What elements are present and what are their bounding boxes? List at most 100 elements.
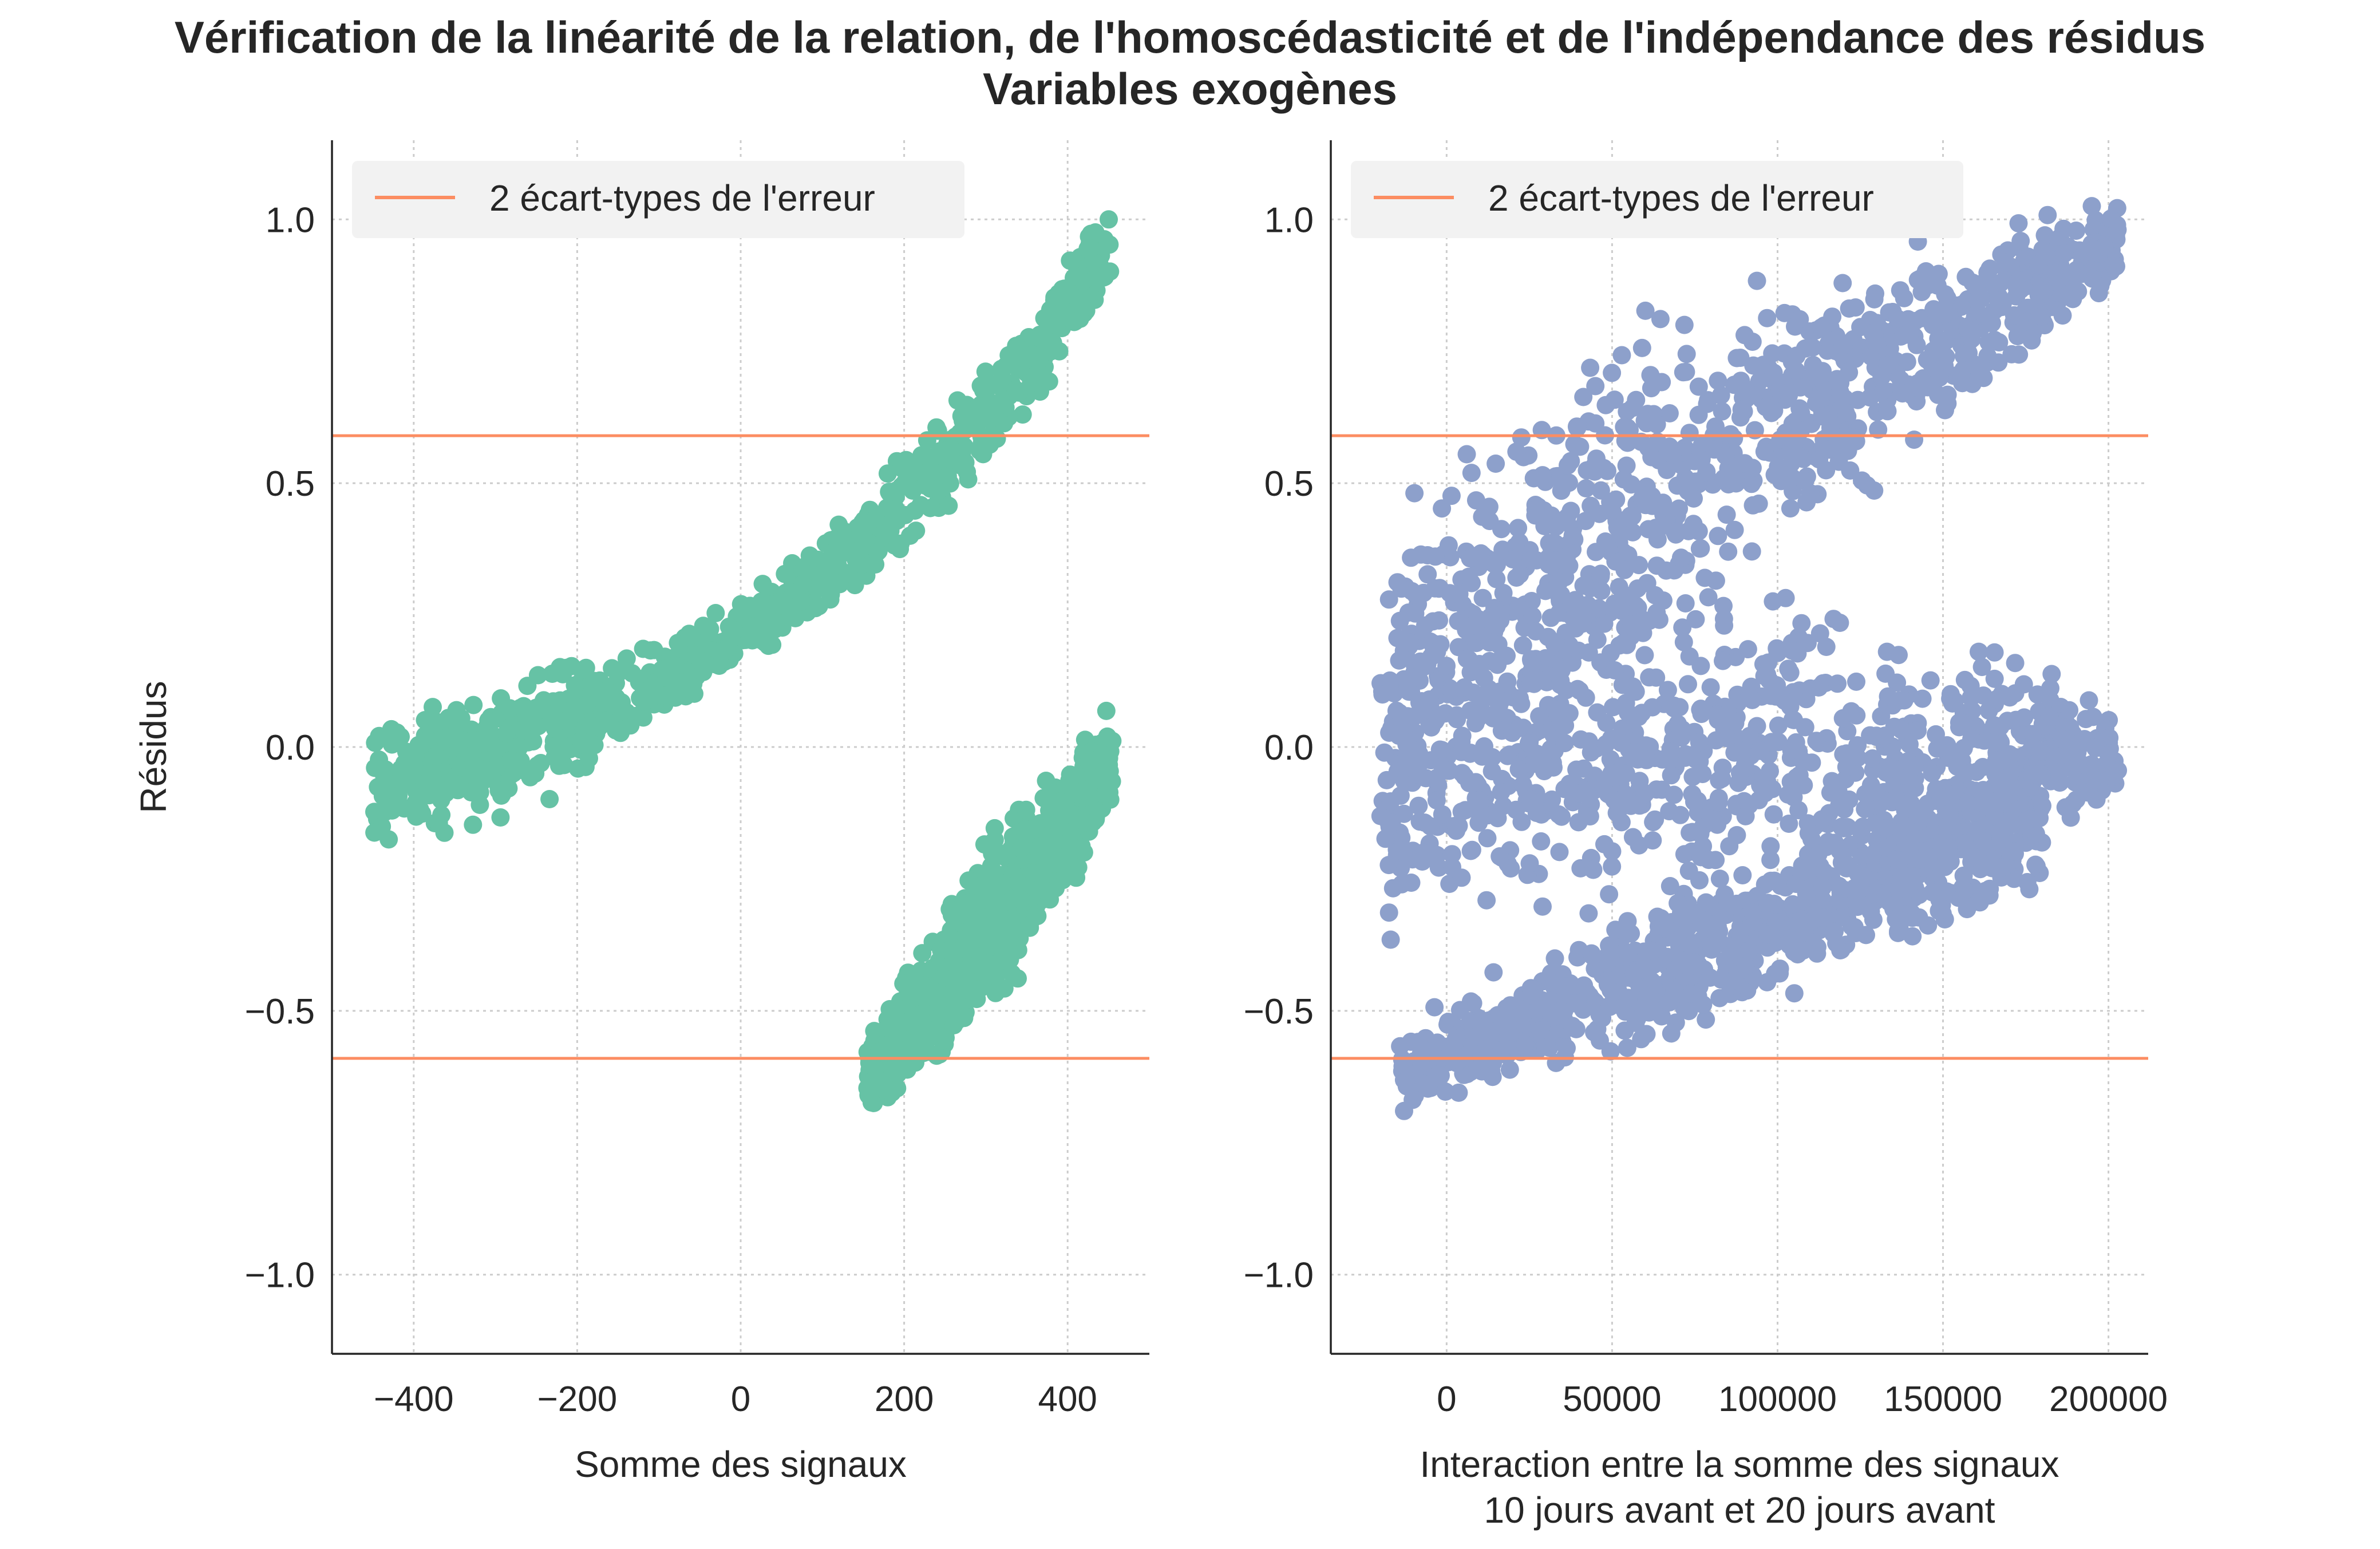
scatter-point (577, 695, 596, 714)
scatter-point (1081, 239, 1100, 258)
scatter-point (1836, 390, 1855, 409)
scatter-point (927, 1046, 946, 1065)
scatter-point (2011, 280, 2030, 299)
scatter-point (1473, 1052, 1492, 1070)
figure-title-line2: Variables exogènes (983, 64, 1397, 114)
scatter-point (2081, 766, 2100, 785)
scatter-point (1780, 386, 1798, 405)
scatter-point (1565, 600, 1584, 619)
scatter-point (1494, 584, 1513, 602)
scatter-point (1550, 843, 1569, 862)
scatter-point (585, 671, 604, 690)
scatter-point (1673, 618, 1692, 637)
scatter-point (428, 713, 446, 732)
scatter-point (1514, 1006, 1532, 1025)
scatter-point (1643, 698, 1662, 717)
scatter-point (1405, 484, 1424, 503)
scatter-point (1520, 734, 1539, 753)
scatter-point (1437, 657, 1456, 675)
scatter-point (2010, 345, 2029, 364)
scatter-point (476, 760, 495, 779)
scatter-point (1623, 680, 1642, 699)
scatter-point (1081, 788, 1100, 806)
scatter-point (990, 874, 1009, 892)
scatter-point (1446, 816, 1465, 835)
scatter-point (1484, 709, 1503, 728)
scatter-point (2018, 298, 2037, 317)
scatter-point (1622, 615, 1641, 634)
scatter-point (1647, 603, 1666, 622)
scatter-point (1874, 381, 1893, 400)
scatter-point (657, 668, 676, 687)
scatter-point (1614, 634, 1633, 652)
scatter-point (1685, 489, 1703, 508)
scatter-point (642, 678, 661, 696)
scatter-point (1748, 271, 1766, 290)
scatter-point (540, 790, 559, 808)
scatter-point (1917, 376, 1936, 395)
scatter-point (1428, 1033, 1447, 1052)
scatter-point (562, 701, 580, 720)
scatter-point (1694, 837, 1713, 856)
scatter-point (1605, 791, 1624, 809)
scatter-point (1693, 765, 1712, 784)
scatter-point (1897, 353, 1916, 372)
scatter-point (1546, 551, 1565, 570)
scatter-point (1579, 732, 1598, 751)
scatter-point (907, 521, 926, 540)
scatter-point (929, 994, 947, 1013)
scatter-point (1902, 904, 1921, 923)
scatter-point (645, 641, 663, 659)
scatter-point (2040, 708, 2059, 726)
scatter-point (1888, 673, 1907, 692)
scatter-point (2108, 220, 2127, 239)
scatter-point (1053, 856, 1071, 875)
scatter-point (1955, 881, 1974, 900)
legend-entry-label: 2 écart-types de l'erreur (1488, 177, 1874, 219)
scatter-point (1575, 976, 1594, 995)
scatter-point (631, 689, 650, 708)
scatter-point (1513, 775, 1532, 794)
scatter-point (1679, 1002, 1698, 1021)
scatter-point (878, 1010, 897, 1029)
y-tick-label: 0.5 (1264, 464, 1314, 504)
scatter-point (1513, 636, 1532, 655)
scatter-point (1690, 539, 1709, 558)
scatter-point (382, 720, 401, 738)
scatter-point (1647, 556, 1666, 575)
scatter-point (572, 732, 591, 750)
scatter-point (1563, 526, 1582, 545)
scatter-point (948, 1011, 967, 1030)
scatter-point (1531, 1021, 1550, 1040)
scatter-point (1680, 936, 1699, 955)
scatter-point (1535, 762, 1553, 781)
scatter-point (1618, 1038, 1636, 1057)
scatter-point (1679, 675, 1697, 694)
scatter-point (598, 681, 616, 700)
scatter-point (1635, 646, 1654, 665)
scatter-point (1616, 764, 1635, 783)
scatter-point (1433, 741, 1451, 760)
scatter-point (1642, 448, 1661, 467)
scatter-point (1742, 542, 1761, 561)
scatter-point (1923, 883, 1942, 902)
scatter-point (1938, 816, 1957, 835)
scatter-point (1433, 499, 1452, 518)
scatter-point (1775, 303, 1794, 322)
scatter-point (1436, 1082, 1455, 1101)
scatter-point (1453, 764, 1472, 783)
scatter-point (938, 467, 957, 485)
scatter-point (1615, 560, 1634, 579)
x-axis-label-line1: Interaction entre la somme des signaux (1420, 1444, 2059, 1485)
scatter-point (2018, 873, 2037, 891)
scatter-point (1592, 582, 1611, 600)
scatter-point (1656, 919, 1675, 938)
scatter-point (1769, 716, 1788, 735)
scatter-point (880, 483, 899, 501)
scatter-point (1055, 308, 1074, 327)
scatter-point (1076, 813, 1095, 832)
scatter-point (1542, 1003, 1561, 1022)
scatter-point (1779, 659, 1798, 678)
scatter-point (1763, 344, 1782, 363)
